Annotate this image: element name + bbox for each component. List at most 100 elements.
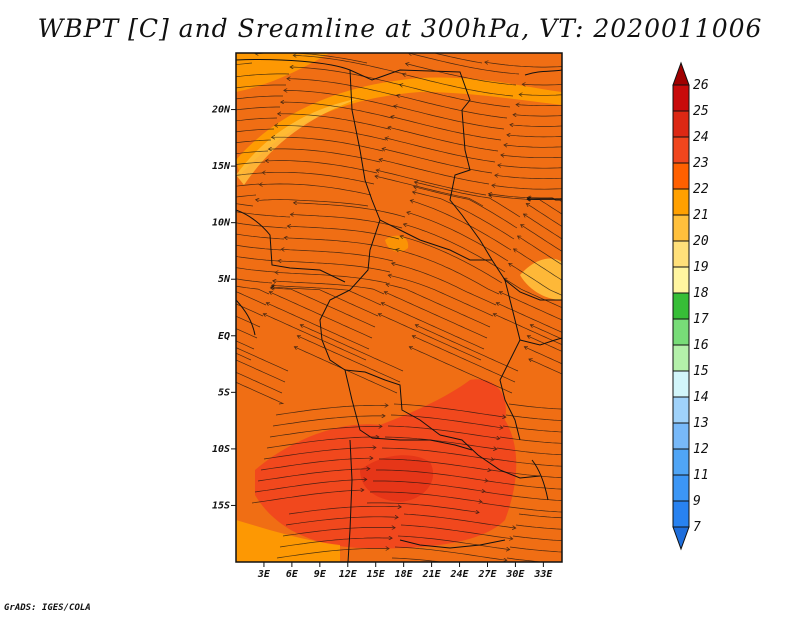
streamline — [520, 85, 562, 95]
streamline — [487, 480, 562, 490]
colorbar-segment — [672, 318, 690, 346]
lat-tick-label: 5S — [218, 387, 230, 398]
wbpt-warm-band-north — [236, 77, 562, 175]
streamline — [392, 263, 497, 306]
streamline — [236, 233, 285, 240]
streamline — [502, 425, 562, 433]
streamline — [413, 192, 515, 240]
colorbar-segment — [672, 162, 690, 190]
streamline — [406, 64, 517, 86]
streamline — [504, 279, 562, 309]
streamline — [236, 340, 255, 350]
streamline — [278, 114, 390, 130]
streamline — [260, 184, 372, 196]
colorbar-top-triangle — [672, 61, 690, 86]
map-frame — [235, 52, 563, 563]
colorbar-segment — [672, 500, 690, 528]
streamline — [236, 303, 264, 317]
colorbar-label: 19 — [693, 260, 709, 275]
streamline — [281, 102, 393, 119]
colorbar-bottom-triangle — [672, 526, 690, 551]
wbpt-hottest-core — [360, 455, 434, 502]
streamline — [395, 106, 505, 130]
streamline — [288, 506, 401, 515]
lat-tick-label: 5N — [218, 274, 231, 285]
streamline — [381, 447, 493, 460]
colorbar-segment — [672, 136, 690, 164]
streamline — [401, 236, 503, 284]
streamline — [400, 85, 511, 108]
streamline — [263, 172, 375, 185]
streamline — [236, 267, 276, 273]
streamline — [236, 73, 290, 78]
streamline — [517, 96, 562, 106]
streamline — [433, 53, 483, 64]
streamline — [254, 479, 366, 493]
streamline — [389, 127, 499, 152]
streamline — [486, 62, 562, 68]
colorbar-label: 22 — [693, 182, 709, 197]
wbpt-warm-patch-northwest — [236, 53, 330, 92]
streamline — [514, 249, 562, 281]
map-area — [236, 53, 562, 562]
streamline — [413, 336, 516, 383]
streamline — [236, 359, 286, 383]
streamline — [291, 215, 403, 229]
streamline — [236, 139, 272, 144]
streamline — [410, 347, 513, 394]
streamline — [264, 314, 367, 361]
lat-tick-label: 15S — [212, 500, 230, 511]
streamline — [236, 244, 282, 251]
wbpt-cool-band-north — [236, 98, 360, 185]
streamline — [397, 535, 509, 550]
colorbar-segment — [672, 240, 690, 268]
streamline — [298, 336, 401, 383]
streamline — [272, 287, 379, 317]
streamline — [256, 53, 368, 64]
streamline — [279, 538, 392, 548]
streamline — [275, 405, 387, 416]
streamline — [484, 491, 562, 501]
streamline — [400, 524, 512, 539]
streamline — [404, 224, 506, 273]
streamline — [236, 84, 286, 89]
streamline — [285, 238, 397, 251]
streamline — [494, 314, 562, 346]
lat-tick-label: 15N — [212, 161, 231, 172]
colorbar-segment — [672, 214, 690, 242]
colorbar-segment — [672, 474, 690, 502]
streamline — [531, 325, 562, 340]
lon-tick-label: 3E — [257, 569, 271, 580]
streamline — [528, 199, 562, 215]
streamline — [387, 425, 499, 439]
streamline — [236, 106, 280, 111]
streamline — [251, 490, 363, 504]
streamline — [236, 381, 285, 405]
streamline — [294, 55, 405, 75]
streamline — [525, 347, 562, 365]
streamline — [266, 161, 378, 174]
colorbar-label: 7 — [693, 520, 701, 535]
streamline — [236, 315, 261, 328]
streamline — [385, 292, 488, 339]
streamline — [236, 347, 289, 372]
streamline — [521, 225, 562, 252]
streamline — [236, 95, 283, 100]
streamline — [263, 448, 375, 460]
streamline — [272, 137, 384, 152]
streamline — [270, 292, 373, 339]
lon-tick-label: 21E — [422, 569, 442, 580]
lat-tick-label: 10N — [212, 218, 231, 229]
streamline — [528, 198, 562, 203]
colorbar-label: 14 — [693, 390, 709, 405]
streamline — [282, 527, 395, 537]
streamline — [415, 182, 521, 218]
streamline — [393, 403, 505, 417]
colorbar-label: 12 — [693, 442, 709, 457]
streamline — [506, 557, 547, 562]
colorbar-segment — [672, 448, 690, 476]
streamline — [383, 149, 493, 174]
colorbar-segment — [672, 84, 690, 112]
streamline — [269, 426, 381, 438]
streamline — [499, 162, 562, 169]
